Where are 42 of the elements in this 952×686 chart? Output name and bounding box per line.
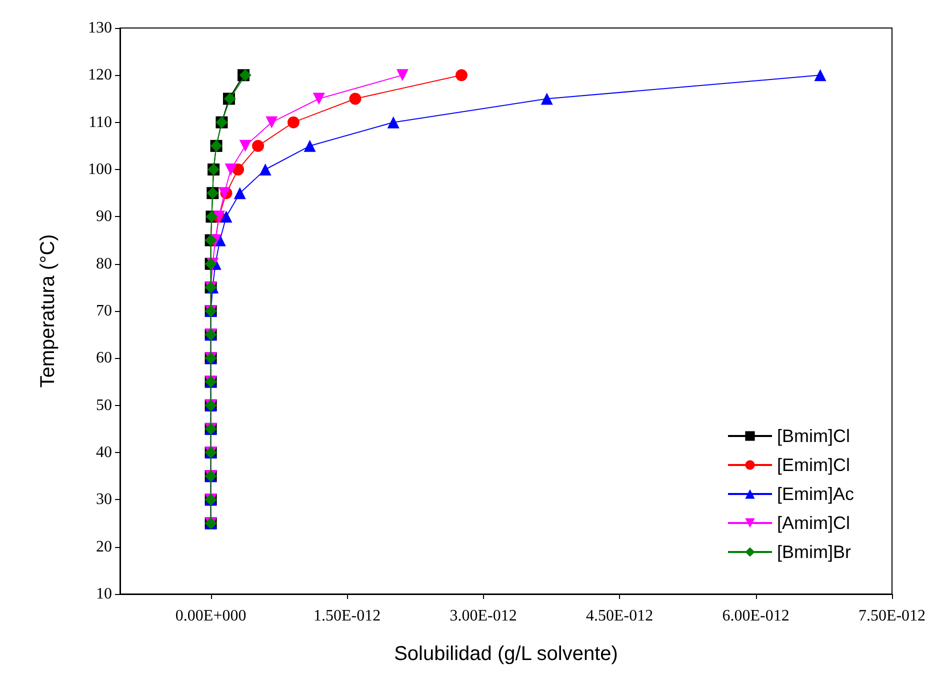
y-tick-label: 20 — [96, 538, 112, 556]
y-tick-label: 40 — [96, 444, 112, 461]
x-axis-title: Solubilidad (g/L solvente) — [394, 643, 618, 665]
point — [456, 69, 468, 82]
point — [304, 140, 316, 152]
y-tick-label: 120 — [88, 66, 112, 84]
x-tick-label: 0.00E+000 — [175, 608, 246, 624]
y-tick-label: 100 — [88, 161, 112, 178]
point — [220, 210, 232, 223]
point — [349, 92, 362, 105]
legend-label: [Bmim]Cl — [777, 426, 850, 446]
legend-label: [Bmim]Br — [777, 542, 851, 562]
legend-label: [Emim]Cl — [777, 455, 850, 475]
y-tick-label: 60 — [96, 350, 112, 367]
y-tick-label: 30 — [96, 491, 112, 508]
y-tick-label: 90 — [96, 208, 112, 226]
y-tick-label: 80 — [96, 255, 112, 272]
point — [312, 92, 325, 105]
point — [252, 140, 264, 152]
point — [387, 116, 400, 128]
point — [234, 187, 246, 200]
y-tick-label: 10 — [96, 586, 112, 602]
x-tick-label: 3.00E-012 — [450, 608, 517, 624]
point — [396, 69, 408, 82]
point — [540, 92, 553, 105]
point — [239, 140, 252, 152]
x-tick-label: 1.50E-012 — [314, 608, 381, 624]
point — [266, 116, 278, 128]
y-axis-title: Temperatura (°C) — [37, 234, 59, 388]
point — [814, 69, 826, 82]
y-tick-label: 110 — [88, 114, 112, 131]
x-tick-label: 6.00E-012 — [722, 608, 790, 624]
y-tick-label: 50 — [96, 396, 112, 414]
point — [259, 164, 272, 176]
x-tick-label: 4.50E-012 — [586, 608, 654, 624]
y-tick-label: 70 — [96, 302, 112, 320]
legend-label: [Emim]Ac — [777, 484, 854, 504]
point — [224, 164, 237, 176]
x-tick-label: 7.50E-012 — [858, 608, 926, 624]
y-tick-label: 130 — [88, 20, 112, 36]
legend-label: [Amim]Cl — [777, 513, 850, 533]
point — [287, 116, 300, 128]
